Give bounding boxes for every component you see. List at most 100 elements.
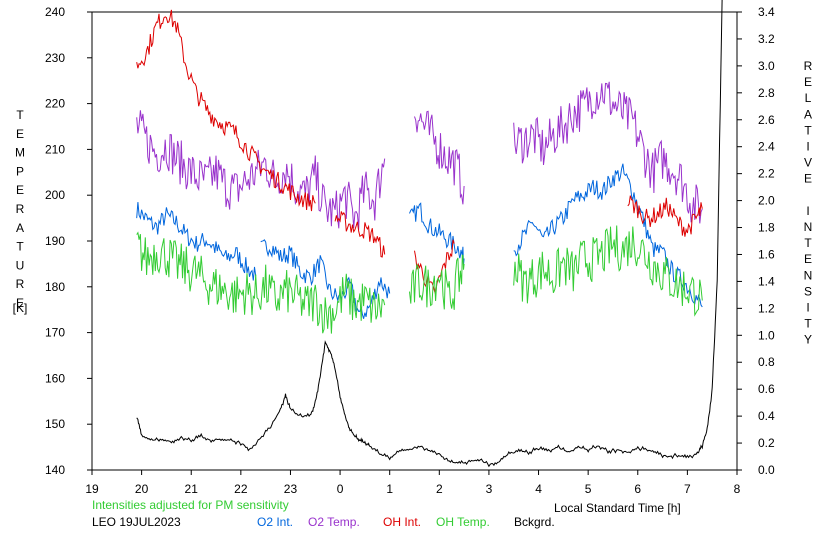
right-tick-label: 2.8 [758,86,775,100]
x-tick-label: 20 [135,482,149,496]
series-oh-int [136,9,703,295]
sensitivity-note: Intensities adjusted for PM sensitivity [92,498,289,512]
left-label-letter: U [16,258,25,272]
x-axis-ticks: 19 20 21 22 23 0 1 2 3 4 5 6 7 8 [85,470,741,496]
right-tick-label: 0.8 [758,355,775,369]
right-axis-ticks: 0.0 0.2 0.4 0.6 0.8 1.0 1.2 1.4 1.6 1.8 2.0 2.2 2.4 2… [737,5,775,477]
right-label-letter: I [806,301,809,315]
right-label-letter: L [805,91,812,105]
right-label-letter: A [804,107,812,121]
right-label-letter: N [804,220,813,234]
series-bckgrd [136,0,723,468]
series-o2-int [136,163,703,319]
right-label-letter: T [804,123,812,137]
right-label-letter: I [806,204,809,218]
legend-o2-temp: O2 Temp. [308,515,360,529]
legend-oh-int: OH Int. [383,515,421,529]
x-tick-label: 0 [337,482,344,496]
left-label-letter: R [16,202,25,216]
left-tick-label: 140 [45,463,65,477]
right-tick-label: 3.0 [758,59,775,73]
left-tick-label: 190 [45,234,65,248]
right-label-letter: E [804,252,812,266]
left-label-letter: T [16,240,24,254]
right-label-letter: E [804,75,812,89]
series-segment [409,202,465,266]
x-tick-label: 7 [684,482,691,496]
right-tick-label: 3.4 [758,5,775,19]
right-tick-label: 2.4 [758,140,775,154]
legend-bckgrd: Bckgrd. [514,515,555,529]
left-label-letter: E [16,127,24,141]
left-tick-label: 160 [45,371,65,385]
x-tick-label: 19 [85,482,99,496]
right-tick-label: 1.2 [758,301,775,315]
x-axis-label: Local Standard Time [h] [554,501,681,515]
x-tick-label: 21 [185,482,199,496]
left-label-letter: R [16,277,25,291]
series-segment [136,110,386,230]
series-segment [136,231,386,334]
right-tick-label: 3.2 [758,32,775,46]
site-date-label: LEO 19JUL2023 [92,515,181,529]
right-label-letter: E [804,172,812,186]
right-tick-label: 2.2 [758,167,775,181]
series-segment [414,110,465,205]
left-label-letter: E [16,183,24,197]
left-tick-label: 210 [45,142,65,156]
legend-oh-temp: OH Temp. [436,515,490,529]
right-label-letter: I [806,140,809,154]
left-tick-label: 230 [45,51,65,65]
right-tick-label: 2.6 [758,113,775,127]
right-tick-label: 1.6 [758,247,775,261]
x-tick-label: 23 [284,482,298,496]
left-label-letter: P [16,164,24,178]
left-label-letter: M [15,146,25,160]
right-label-letter: S [804,284,812,298]
x-tick-label: 4 [535,482,542,496]
x-tick-label: 2 [436,482,443,496]
left-tick-label: 180 [45,280,65,294]
series-segment [513,81,703,224]
left-axis-unit: [K] [13,301,28,315]
right-label-letter: T [804,317,812,331]
series-segment [513,225,703,317]
left-tick-label: 150 [45,417,65,431]
right-tick-label: 0.6 [758,382,775,396]
series-segment [136,202,257,281]
right-tick-label: 1.0 [758,328,775,342]
series-segment [513,163,703,308]
right-label-letter: Y [804,333,812,347]
series-segment [334,211,386,258]
series-segment [414,239,455,295]
x-tick-label: 5 [585,482,592,496]
left-label-letter: A [16,221,24,235]
left-tick-label: 170 [45,326,65,340]
right-label-letter: R [804,59,813,73]
right-tick-label: 0.0 [758,463,775,477]
series-segment [627,195,703,237]
right-label-letter: T [804,236,812,250]
series-segment [409,254,465,310]
series-segment [136,0,723,468]
legend-o2-int: O2 Int. [257,515,293,529]
x-tick-label: 3 [486,482,493,496]
right-tick-label: 0.4 [758,409,775,423]
right-label-letter: N [804,268,813,282]
right-label-letter: V [804,156,812,170]
x-tick-label: 1 [386,482,393,496]
x-tick-label: 22 [234,482,248,496]
right-tick-label: 0.2 [758,436,775,450]
series-o2-temp [136,81,703,230]
x-tick-label: 6 [634,482,641,496]
series-segment [260,239,391,319]
right-tick-label: 1.8 [758,221,775,235]
left-label-letter: T [16,108,24,122]
x-tick-label: 8 [734,482,741,496]
series-oh-temp [136,225,703,334]
series-segment [136,9,316,212]
right-tick-label: 2.0 [758,194,775,208]
